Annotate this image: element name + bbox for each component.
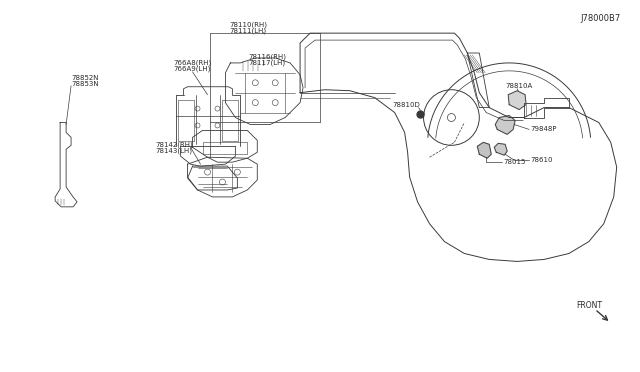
Polygon shape — [508, 91, 526, 110]
Text: 78015: 78015 — [503, 159, 525, 165]
Text: J78000B7: J78000B7 — [580, 14, 621, 23]
Text: 78143(LH): 78143(LH) — [156, 147, 193, 154]
Polygon shape — [477, 142, 492, 158]
Text: 78852N: 78852N — [71, 75, 99, 81]
Text: 78853N: 78853N — [71, 81, 99, 87]
Text: 78110(RH): 78110(RH) — [229, 22, 268, 29]
Text: 78142(RH): 78142(RH) — [156, 141, 193, 148]
Text: FRONT: FRONT — [576, 301, 602, 310]
Text: 79848P: 79848P — [530, 126, 557, 132]
Circle shape — [417, 111, 424, 118]
Text: 78116(RH): 78116(RH) — [248, 54, 286, 60]
Text: 78111(LH): 78111(LH) — [230, 28, 267, 35]
Text: 78117(LH): 78117(LH) — [248, 60, 285, 66]
Text: 78610: 78610 — [530, 157, 552, 163]
Text: 78810D: 78810D — [393, 102, 420, 108]
Text: 766A9(LH): 766A9(LH) — [174, 65, 211, 72]
Text: 78810A: 78810A — [506, 83, 532, 89]
Polygon shape — [494, 143, 507, 155]
Polygon shape — [495, 116, 515, 134]
Text: 766A8(RH): 766A8(RH) — [173, 60, 212, 66]
